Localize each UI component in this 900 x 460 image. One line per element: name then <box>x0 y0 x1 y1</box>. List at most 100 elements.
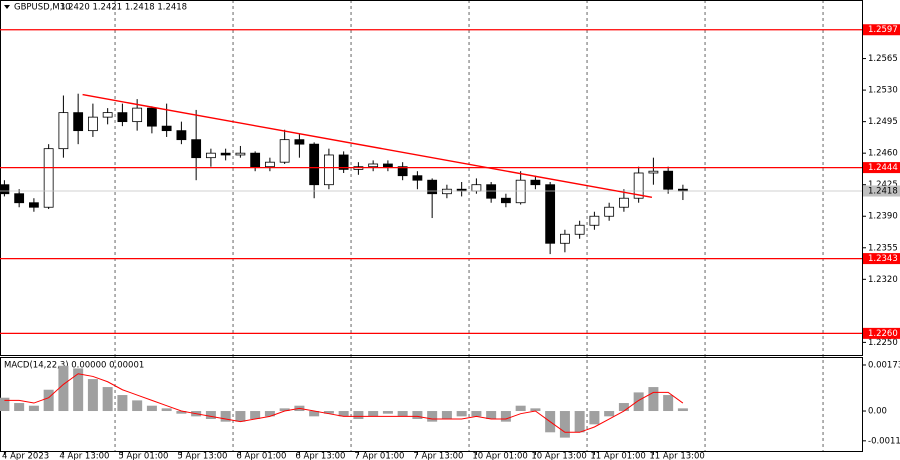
y-tick-label: 1.2390 <box>868 212 898 222</box>
x-tick-label: 4 Apr 2023 <box>2 452 49 460</box>
candle-body <box>471 184 482 192</box>
macd-bar <box>427 411 438 422</box>
candle-body <box>279 139 290 163</box>
candle-body <box>102 112 113 118</box>
candle-body <box>205 152 216 159</box>
macd-bar <box>338 411 349 417</box>
macd-bar <box>353 411 364 420</box>
macd-bar <box>279 408 290 412</box>
macd-bar <box>441 411 452 420</box>
candle-body <box>146 107 157 127</box>
candle-body <box>515 179 526 204</box>
macd-bar <box>515 405 526 412</box>
macd-bar <box>58 365 69 412</box>
current-price-box <box>863 185 900 197</box>
candle-body <box>338 154 349 170</box>
candle-body <box>323 154 334 186</box>
macd-bar <box>559 411 570 438</box>
candle-body <box>43 148 54 208</box>
macd-bar <box>648 387 659 412</box>
current-price-label: 1.2418 <box>868 187 898 197</box>
x-tick-label: 5 Apr 13:00 <box>177 452 227 460</box>
main-panel-frame <box>0 0 863 356</box>
x-tick-label: 6 Apr 13:00 <box>295 452 345 460</box>
macd-bar <box>309 411 320 417</box>
y-tick-label: 1.2425 <box>868 180 898 190</box>
candle-body <box>500 197 511 204</box>
level-label: 1.2597 <box>868 25 898 35</box>
macd-bar <box>589 411 600 425</box>
level-label: 1.2343 <box>868 254 898 264</box>
macd-bar <box>28 405 39 412</box>
y-tick-label: -0.00112 <box>868 436 900 446</box>
macd-bar <box>633 392 644 412</box>
macd-bar <box>323 411 334 414</box>
candle-body <box>250 152 261 168</box>
candle-body <box>28 202 39 208</box>
macd-bar <box>618 403 629 412</box>
candle-body <box>441 188 452 195</box>
x-tick-label: 6 Apr 01:00 <box>236 452 286 460</box>
macd-bar <box>382 411 393 414</box>
candle-body <box>560 233 570 244</box>
candle-body <box>14 193 25 204</box>
candle-body <box>264 161 275 168</box>
candle-body <box>486 184 497 199</box>
candle-body <box>294 139 305 145</box>
level-label-box <box>863 327 900 339</box>
candle-body <box>191 139 202 159</box>
candle-body <box>73 112 84 132</box>
candle-body <box>397 166 408 177</box>
candle-body <box>0 184 10 195</box>
macd-bar <box>574 411 585 433</box>
level-label-box <box>863 162 900 174</box>
candle-body <box>412 175 423 181</box>
macd-bar <box>604 411 615 417</box>
ohlc-text: 1.2420 1.2421 1.2418 1.2418 <box>60 3 187 13</box>
candle-body <box>648 170 659 174</box>
candle-body <box>220 152 231 156</box>
level-label: 1.2444 <box>868 163 898 173</box>
candle-body <box>604 206 615 217</box>
macd-bar <box>530 408 541 412</box>
candle-body <box>530 179 541 186</box>
y-tick-label: 1.2320 <box>868 275 898 285</box>
y-tick-label: 1.2495 <box>868 117 898 127</box>
x-tick-label: 4 Apr 13:00 <box>59 452 109 460</box>
macd-bar <box>677 408 688 412</box>
y-tick-label: 1.2250 <box>868 338 898 348</box>
macd-bar <box>146 405 157 412</box>
macd-panel-frame <box>0 357 863 452</box>
menu-arrow[interactable] <box>4 5 10 9</box>
y-tick-label: 0.00173 <box>868 360 900 370</box>
candle-body <box>161 125 172 132</box>
y-tick-label: 1.2530 <box>868 86 898 96</box>
macd-bar <box>132 400 143 412</box>
candle-body <box>545 184 556 244</box>
candle-body <box>132 107 143 123</box>
macd-bar <box>117 395 128 412</box>
macd-bar <box>264 411 275 417</box>
macd-bar <box>397 411 408 417</box>
y-tick-label: 0.00 <box>868 407 887 417</box>
candle-body <box>58 112 69 150</box>
candle-body <box>663 170 674 190</box>
x-tick-label: 7 Apr 01:00 <box>354 452 404 460</box>
macd-bar <box>14 403 25 412</box>
candle-body <box>235 152 246 156</box>
macd-bar <box>368 411 379 417</box>
x-tick-label: 10 Apr 01:00 <box>472 452 527 460</box>
macd-bar <box>0 397 10 412</box>
macd-bar <box>471 411 482 417</box>
level-label: 1.2260 <box>868 329 898 339</box>
candle-body <box>382 163 393 168</box>
y-tick-label: 1.2565 <box>868 54 898 64</box>
macd-bar <box>205 411 216 420</box>
candle-body <box>589 215 600 226</box>
macd-bar <box>250 411 261 420</box>
candle-body <box>88 116 98 132</box>
macd-bar <box>73 368 84 412</box>
y-tick-label: 1.2355 <box>868 243 898 253</box>
macd-title: MACD(14,22,3) 0.00000 0.00001 <box>4 361 144 371</box>
